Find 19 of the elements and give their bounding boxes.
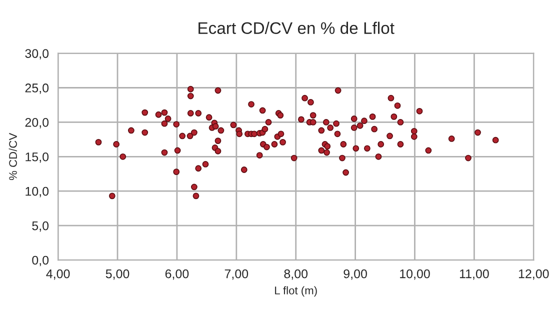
x-tick-label: 11,00 [460,269,489,280]
x-tick-label: 7,00 [224,269,248,280]
y-tick-label: 5,0 [32,221,49,232]
y-tick-label: 30,0 [25,49,49,60]
y-tick-label: 15,0 [26,152,49,163]
x-tick-label: 12,00 [518,269,549,280]
y-tick-label: 20,0 [25,118,49,128]
y-axis-title: % CD/CV [8,132,17,180]
x-tick-label: 6,00 [165,269,189,280]
y-tick-label: 0,0 [32,256,49,266]
x-tick-label: 5,00 [106,269,130,280]
chart-title: Ecart CD/CV en % de Lflot [198,22,394,34]
x-tick-label: 8,00 [284,269,308,280]
y-tick-label: 10,0 [26,186,49,198]
x-tick-label: 10,00 [400,269,430,280]
y-tick-label: 25,0 [25,84,49,94]
x-axis-title: L flot (m) [275,286,317,297]
x-tick-label: 4,00 [46,269,70,280]
x-tick-label: 9,00 [344,269,367,280]
